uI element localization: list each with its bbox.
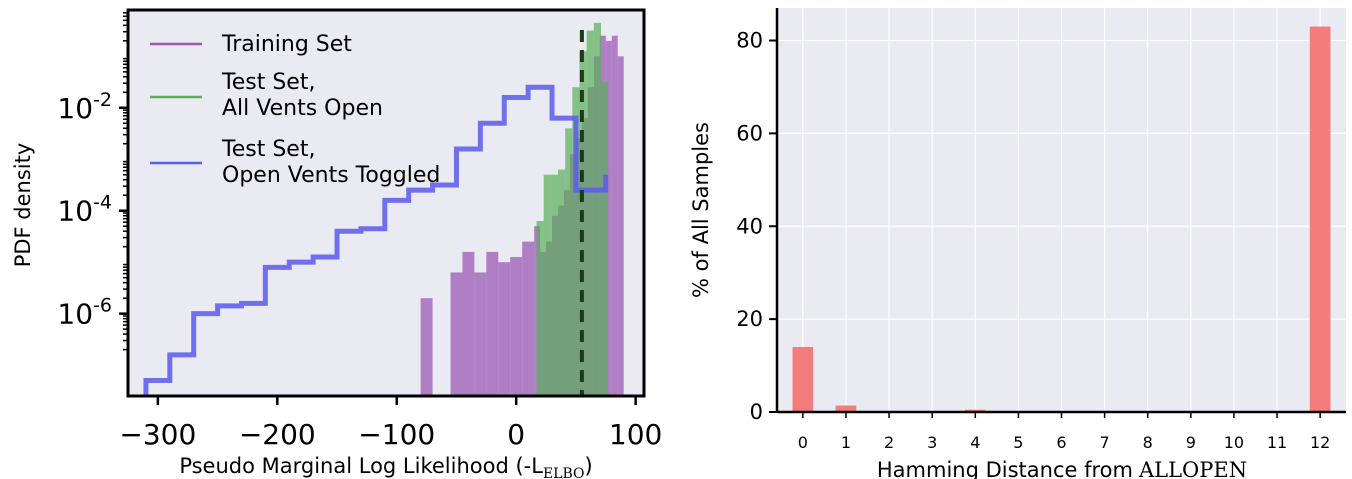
y-tick-label: 0 bbox=[750, 400, 763, 424]
left-legend: Training Set Test Set, All Vents Open Tes… bbox=[150, 32, 440, 188]
hamming-bar bbox=[835, 405, 857, 412]
x-tick-label: 4 bbox=[970, 433, 980, 452]
x-tick-label: 8 bbox=[1143, 433, 1153, 452]
test-open-bar bbox=[593, 22, 601, 396]
left-plot-frame bbox=[126, 8, 646, 398]
left-x-axis-label: Pseudo Marginal Log Likelihood (-LELBO) bbox=[179, 454, 592, 479]
test-open-bar bbox=[543, 174, 551, 396]
x-tick-label: 0 bbox=[507, 418, 525, 451]
y-tick-label: 80 bbox=[736, 29, 763, 53]
x-tick-label: −100 bbox=[358, 418, 435, 451]
training-bar bbox=[486, 251, 499, 396]
legend-label-test-open: Test Set, All Vents Open bbox=[221, 70, 383, 121]
right-grid bbox=[777, 8, 1346, 413]
right-y-ticks: 0 20 40 60 80 bbox=[736, 29, 777, 424]
test-open-bar bbox=[550, 174, 558, 396]
x-tick-label: −200 bbox=[239, 418, 316, 451]
x-tick-label: 10 bbox=[1224, 433, 1244, 452]
left-x-ticks: −300 −200 −100 0 100 bbox=[119, 396, 662, 451]
test-open-bar bbox=[565, 128, 573, 396]
training-bar bbox=[522, 241, 535, 396]
test-toggled-step-line bbox=[143, 84, 609, 396]
x-tick-label: −300 bbox=[119, 418, 196, 451]
x-tick-label: 3 bbox=[927, 433, 937, 452]
test-open-bar bbox=[536, 221, 544, 396]
legend-label-training: Training Set bbox=[221, 32, 352, 57]
test-open-bar bbox=[586, 30, 594, 396]
training-bar bbox=[510, 257, 523, 396]
test-all-open-bars bbox=[536, 22, 609, 396]
test-open-bar bbox=[601, 82, 609, 396]
x-tick-label: 2 bbox=[884, 433, 894, 452]
test-open-bar bbox=[558, 169, 566, 396]
training-bar bbox=[617, 56, 624, 396]
training-bar bbox=[611, 35, 618, 396]
y-tick-label: 10-6 bbox=[57, 295, 112, 331]
left-chart: −300 −200 −100 0 100 10-2 10-4 10-6 Training S… bbox=[11, 8, 662, 479]
test-open-bar bbox=[579, 51, 587, 396]
training-bar bbox=[420, 298, 433, 396]
hamming-bar bbox=[792, 346, 814, 412]
training-bar bbox=[498, 262, 511, 396]
y-tick-label: 60 bbox=[736, 121, 763, 145]
training-bar bbox=[605, 40, 612, 396]
x-tick-label: 100 bbox=[609, 418, 662, 451]
x-tick-label: 11 bbox=[1267, 433, 1287, 452]
right-y-axis-label: % of All Samples bbox=[689, 122, 713, 298]
right-x-axis-label: Hamming Distance from ALLOPEN bbox=[877, 458, 1247, 479]
x-tick-label: 9 bbox=[1186, 433, 1196, 452]
hamming-bar bbox=[1309, 26, 1331, 413]
training-bar bbox=[474, 272, 487, 396]
y-tick-label: 10-4 bbox=[57, 192, 112, 228]
x-tick-label: 1 bbox=[841, 433, 851, 452]
left-y-axis-label: PDF density bbox=[11, 143, 35, 268]
left-y-ticks: 10-2 10-4 10-6 bbox=[57, 12, 128, 351]
right-bars bbox=[792, 26, 1331, 413]
right-x-ticks: 0 1 2 3 4 5 6 7 8 9 10 11 12 bbox=[798, 412, 1330, 452]
x-tick-label: 6 bbox=[1056, 433, 1066, 452]
y-tick-label: 40 bbox=[736, 214, 763, 238]
y-tick-label: 10-2 bbox=[57, 89, 112, 125]
x-tick-label: 7 bbox=[1100, 433, 1110, 452]
legend-label-test-toggled: Test Set, Open Vents Toggled bbox=[221, 137, 440, 188]
y-tick-label: 20 bbox=[736, 307, 763, 331]
test-open-bar bbox=[572, 87, 580, 396]
x-tick-label: 0 bbox=[798, 433, 808, 452]
training-bar bbox=[462, 251, 475, 396]
training-bar bbox=[450, 272, 463, 396]
x-tick-label: 5 bbox=[1013, 433, 1023, 452]
x-tick-label: 12 bbox=[1310, 433, 1330, 452]
